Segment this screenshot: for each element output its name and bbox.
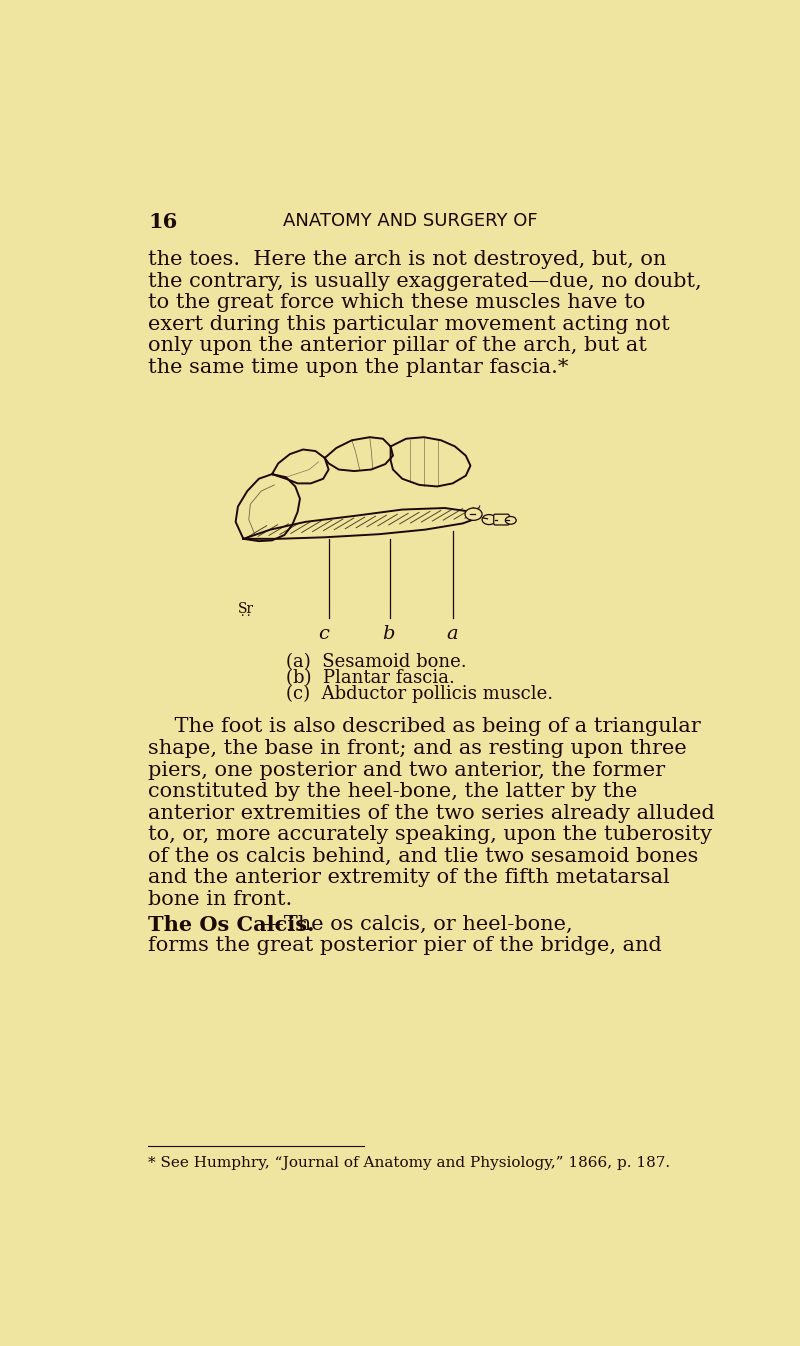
Text: constituted by the heel-bone, the latter by the: constituted by the heel-bone, the latter… [148,782,638,801]
Text: (b)  Plantar fascia.: (b) Plantar fascia. [286,669,455,686]
Text: (c)  Abductor pollicis muscle.: (c) Abductor pollicis muscle. [286,685,553,704]
Text: —The os calcis, or heel-bone,: —The os calcis, or heel-bone, [262,914,572,934]
Polygon shape [390,437,470,486]
Polygon shape [325,437,393,471]
Text: 16: 16 [148,211,178,232]
Text: to, or, more accurately speaking, upon the tuberosity: to, or, more accurately speaking, upon t… [148,825,712,844]
Text: the toes.  Here the arch is not destroyed, but, on: the toes. Here the arch is not destroyed… [148,250,666,269]
Polygon shape [236,474,300,541]
Text: The Os Calcis.: The Os Calcis. [148,914,314,934]
Text: bone in front.: bone in front. [148,890,292,909]
Text: shape, the base in front; and as resting upon three: shape, the base in front; and as resting… [148,739,686,758]
Polygon shape [272,450,329,483]
FancyBboxPatch shape [494,514,509,525]
Text: (a)  Sesamoid bone.: (a) Sesamoid bone. [286,653,466,670]
Text: piers, one posterior and two anterior, the former: piers, one posterior and two anterior, t… [148,760,665,779]
Text: ANATOMY AND SURGERY OF: ANATOMY AND SURGERY OF [282,211,538,230]
Text: c: c [318,625,329,643]
Text: to the great force which these muscles have to: to the great force which these muscles h… [148,293,646,312]
Text: and the anterior extremity of the fifth metatarsal: and the anterior extremity of the fifth … [148,868,670,887]
Text: anterior extremities of the two series already alluded: anterior extremities of the two series a… [148,804,715,822]
Text: a: a [447,625,458,643]
Text: Ṣṛ: Ṣṛ [238,602,254,616]
Text: only upon the anterior pillar of the arch, but at: only upon the anterior pillar of the arc… [148,336,647,355]
Text: forms the great posterior pier of the bridge, and: forms the great posterior pier of the br… [148,935,662,956]
Text: exert during this particular movement acting not: exert during this particular movement ac… [148,315,670,334]
Text: b: b [382,625,394,643]
Text: The foot is also described as being of a triangular: The foot is also described as being of a… [148,717,701,736]
Text: the same time upon the plantar fascia.*: the same time upon the plantar fascia.* [148,358,569,377]
Text: * See Humphry, “Journal of Anatomy and Physiology,” 1866, p. 187.: * See Humphry, “Journal of Anatomy and P… [148,1156,670,1171]
Text: of the os calcis behind, and tlie two sesamoid bones: of the os calcis behind, and tlie two se… [148,847,698,865]
Polygon shape [243,507,480,538]
Ellipse shape [482,514,496,525]
Text: the contrary, is usually exaggerated—due, no doubt,: the contrary, is usually exaggerated—due… [148,272,702,291]
Ellipse shape [506,517,516,524]
Ellipse shape [465,507,482,521]
